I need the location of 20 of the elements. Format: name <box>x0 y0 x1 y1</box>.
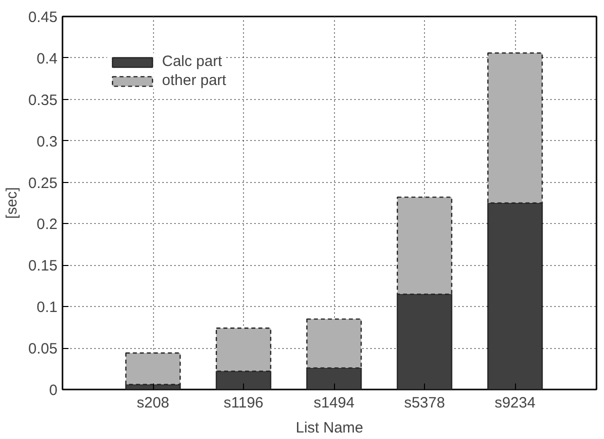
x-tick-label: s208 <box>136 394 170 412</box>
y-tick-label: 0.3 <box>36 133 58 150</box>
x-tick-label: s1494 <box>314 394 354 412</box>
y-axis-title: [sec] <box>3 187 20 219</box>
y-tick-label: 0.25 <box>28 174 58 192</box>
y-tick-label: 0.15 <box>28 258 58 275</box>
y-tick-label: 0.4 <box>36 50 58 68</box>
y-tick-label: 0.1 <box>36 299 58 316</box>
bar <box>125 352 181 386</box>
x-tick-label: s5378 <box>404 394 445 412</box>
y-tick-label: 0.45 <box>28 9 58 26</box>
y-tick-label: 0.2 <box>36 216 58 234</box>
y-tick-label: 0 <box>49 382 58 399</box>
y-tick-label: 0.05 <box>28 340 58 358</box>
x-tick-label: s9234 <box>494 394 536 412</box>
y-tick-label: 0.35 <box>28 92 58 109</box>
x-tick-label: s1196 <box>224 394 264 412</box>
legend-label: Calc part <box>162 53 222 70</box>
legend-label: other part <box>162 72 226 89</box>
x-axis-title: List Name <box>296 420 364 436</box>
